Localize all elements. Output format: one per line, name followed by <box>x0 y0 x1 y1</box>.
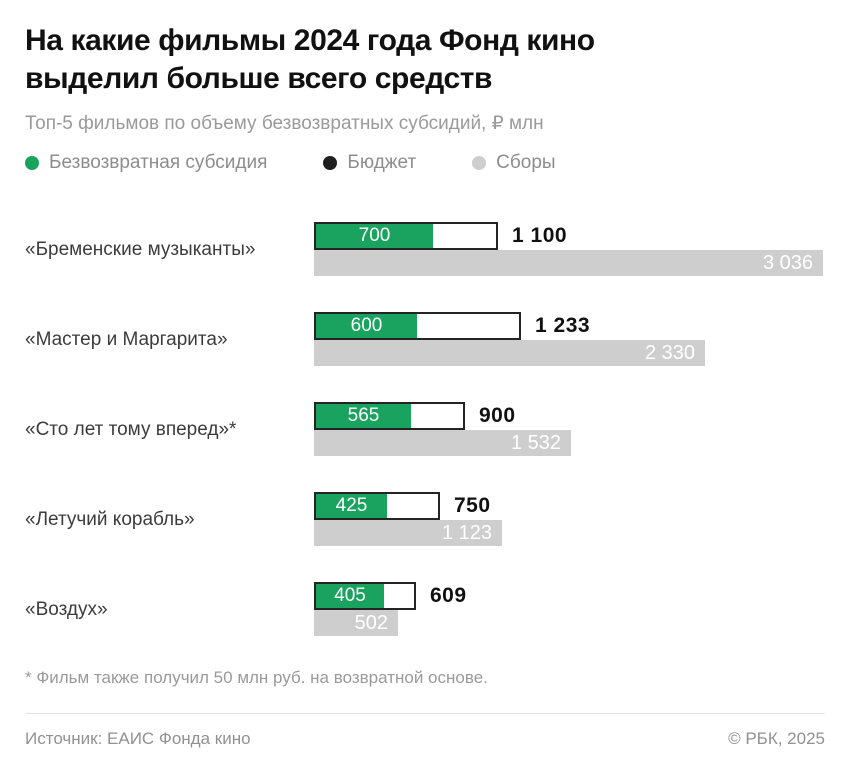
bar-group: 405 609 502 <box>314 582 825 636</box>
subsidy-bar: 405 <box>316 584 384 608</box>
box-office-value: 1 532 <box>510 431 561 454</box>
subsidy-value: 565 <box>347 405 380 426</box>
film-row: «Бременские музыканты» 700 1 100 3 036 <box>25 204 825 294</box>
bar-group: 600 1 233 2 330 <box>314 312 825 366</box>
budget-value: 750 <box>454 494 491 517</box>
budget-value: 1 233 <box>535 314 591 337</box>
title-line-2: выделил больше всего средств <box>25 62 493 95</box>
budget-value: 1 100 <box>512 224 568 247</box>
box-office-dot-icon <box>472 156 487 170</box>
page-title: На какие фильмы 2024 года Фонд кино выдел… <box>25 22 825 98</box>
budget-bar: 600 <box>314 312 521 340</box>
legend-item-box-office: Сборы <box>472 152 556 174</box>
film-label: «Воздух» <box>25 598 108 620</box>
subsidy-bar: 425 <box>316 494 387 518</box>
box-office-bar: 502 <box>314 610 398 636</box>
box-office-value: 2 330 <box>644 341 695 364</box>
legend-label-subsidy: Безвозвратная субсидия <box>49 152 268 173</box>
film-row: «Мастер и Маргарита» 600 1 233 2 330 <box>25 294 825 384</box>
chart-rows: «Бременские музыканты» 700 1 100 3 036 «… <box>25 204 825 654</box>
box-office-value: 3 036 <box>762 251 813 274</box>
budget-value: 900 <box>479 404 516 427</box>
budget-dot-icon <box>323 156 338 170</box>
footnote: * Фильм также получил 50 млн руб. на воз… <box>25 668 488 687</box>
subsidy-bar: 700 <box>316 224 433 248</box>
legend: Безвозвратная субсидия Бюджет Сборы <box>25 152 825 174</box>
bar-group: 700 1 100 3 036 <box>314 222 825 276</box>
box-office-value: 1 123 <box>441 521 492 544</box>
box-office-bar: 1 532 <box>314 430 571 456</box>
legend-label-budget: Бюджет <box>347 152 417 173</box>
budget-bar: 425 <box>314 492 440 520</box>
subsidy-value: 405 <box>334 585 366 606</box>
copyright-text: © РБК, 2025 <box>728 729 825 748</box>
legend-item-subsidy: Безвозвратная субсидия <box>25 152 267 174</box>
footer: Источник: ЕАИС Фонда кино © РБК, 2025 <box>25 713 825 749</box>
subsidy-dot-icon <box>25 156 39 170</box>
title-line-1: На какие фильмы 2024 года Фонд кино <box>25 24 595 57</box>
source-text: Источник: ЕАИС Фонда кино <box>25 729 251 748</box>
box-office-bar: 1 123 <box>314 520 502 546</box>
legend-label-box-office: Сборы <box>496 152 556 173</box>
box-office-bar: 2 330 <box>314 340 705 366</box>
budget-bar: 565 <box>314 402 465 430</box>
bar-group: 425 750 1 123 <box>314 492 825 546</box>
subsidy-bar: 600 <box>316 314 417 338</box>
budget-bar: 700 <box>314 222 498 250</box>
film-label: «Бременские музыканты» <box>25 238 256 260</box>
film-label: «Летучий корабль» <box>25 508 195 530</box>
film-label: «Сто лет тому вперед»* <box>25 418 237 440</box>
budget-bar: 405 <box>314 582 416 610</box>
film-row: «Воздух» 405 609 502 <box>25 564 825 654</box>
film-row: «Сто лет тому вперед»* 565 900 1 532 <box>25 384 825 474</box>
film-label: «Мастер и Маргарита» <box>25 328 228 350</box>
film-row: «Летучий корабль» 425 750 1 123 <box>25 474 825 564</box>
box-office-bar: 3 036 <box>314 250 823 276</box>
subsidy-value: 700 <box>358 225 391 246</box>
bar-group: 565 900 1 532 <box>314 402 825 456</box>
chart-subtitle: Топ-5 фильмов по объему безвозвратных су… <box>25 113 544 134</box>
subsidy-value: 425 <box>335 495 368 516</box>
box-office-value: 502 <box>354 611 388 634</box>
legend-item-budget: Бюджет <box>323 152 416 174</box>
subsidy-bar: 565 <box>316 404 411 428</box>
budget-value: 609 <box>430 584 467 607</box>
subsidy-value: 600 <box>350 315 383 336</box>
